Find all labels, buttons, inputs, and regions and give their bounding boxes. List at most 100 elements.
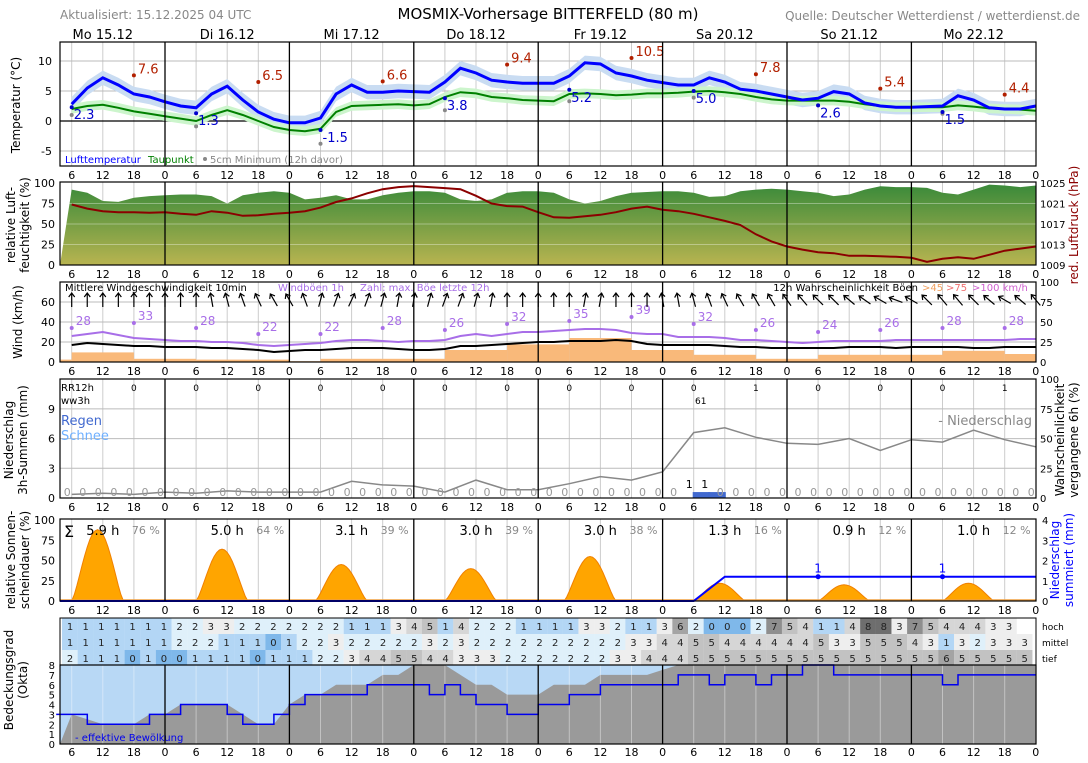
hour-tick-label: 0 bbox=[1032, 365, 1039, 378]
cloud-cell-value: 2 bbox=[442, 638, 448, 649]
wind-direction-arrow-icon bbox=[333, 292, 341, 307]
cloud-cell bbox=[296, 634, 313, 650]
axis-title: relative Sonnen- bbox=[4, 511, 18, 610]
cloud-cell-value: 3 bbox=[458, 638, 464, 649]
cloud-cell-value: 4 bbox=[755, 638, 761, 649]
precip-3h-value: 0 bbox=[717, 486, 724, 499]
wind-direction-arrow-icon bbox=[858, 295, 871, 305]
wind-direction-arrow-icon bbox=[582, 292, 589, 307]
cloud-cell-value: 1 bbox=[145, 622, 151, 633]
y-tick-label: 75 bbox=[41, 534, 55, 547]
hour-tick-label: 12 bbox=[718, 746, 732, 759]
cloud-cell bbox=[562, 650, 579, 666]
min-temp-marker bbox=[318, 128, 323, 132]
hour-tick-label: 6 bbox=[815, 169, 822, 182]
cloud-cell-value: 3 bbox=[928, 638, 934, 649]
cloud-cell bbox=[719, 650, 736, 666]
max-gust-label: 26 bbox=[449, 316, 464, 330]
hour-tick-label: 6 bbox=[317, 746, 324, 759]
cloud-cell-value: 2 bbox=[755, 622, 761, 633]
y-tick-label: 10 bbox=[38, 55, 52, 68]
arrow-path bbox=[364, 292, 372, 307]
cloud-cell-value: 1 bbox=[129, 638, 135, 649]
cloud-cell-value: 3 bbox=[896, 622, 902, 633]
hour-tick-label: 6 bbox=[193, 169, 200, 182]
arrow-path bbox=[83, 292, 91, 307]
max-gust-label: 28 bbox=[76, 314, 91, 328]
cloud-cell-value: 4 bbox=[662, 654, 668, 665]
max-temp-label: 7.6 bbox=[138, 62, 159, 77]
arrow-path bbox=[952, 293, 964, 306]
precip-3h-value: 0 bbox=[95, 486, 102, 499]
cloud-cell-value: 2 bbox=[176, 622, 182, 633]
cloud-cell bbox=[688, 618, 704, 634]
cloud-cell bbox=[406, 618, 423, 634]
hour-tick-label: 18 bbox=[127, 169, 141, 182]
cloud-cell bbox=[531, 618, 548, 634]
cloud-cell-value: 5 bbox=[912, 654, 918, 665]
cloud-cell bbox=[766, 618, 783, 634]
max-gust-label: 39 bbox=[636, 303, 651, 317]
legend-max-gust: Zahl: max. Böe letzte 12h bbox=[360, 283, 490, 294]
hour-tick-label: 0 bbox=[286, 501, 293, 514]
cloud-cell-value: 5 bbox=[708, 654, 714, 665]
cloud-cell-value: 2 bbox=[286, 622, 292, 633]
cloud-cell bbox=[421, 634, 438, 650]
cloud-cell bbox=[234, 650, 250, 666]
hour-tick-label: 6 bbox=[68, 501, 75, 514]
arrow-path bbox=[68, 292, 76, 307]
cloud-cell-value: 1 bbox=[818, 622, 824, 633]
cloud-cell-value: 4 bbox=[849, 622, 855, 633]
cloud-cell bbox=[296, 618, 313, 634]
cloud-frame bbox=[59, 617, 1037, 745]
cloud-cell bbox=[202, 650, 219, 666]
cloud-cell-value: 1 bbox=[114, 654, 120, 665]
cloud-cell-value: 3 bbox=[990, 638, 996, 649]
rr12h-value: 0 bbox=[629, 384, 635, 394]
hour-tick-label: 6 bbox=[317, 604, 324, 617]
max-gust-marker bbox=[567, 319, 572, 323]
hour-tick-label: 0 bbox=[162, 169, 169, 182]
cloud-cell bbox=[625, 634, 642, 650]
hour-tick-label: 6 bbox=[193, 604, 200, 617]
precip-3h-value: 0 bbox=[981, 486, 988, 499]
arrow-path bbox=[395, 292, 403, 307]
hour-tick-label: 6 bbox=[441, 365, 448, 378]
hour-tick-label: 12 bbox=[469, 169, 483, 182]
cloud-cell bbox=[781, 634, 798, 650]
hour-tick-label: 18 bbox=[873, 604, 887, 617]
cloud-cell bbox=[954, 634, 970, 650]
precip-3h-value: 0 bbox=[997, 486, 1004, 499]
cloud-cell-value: 2 bbox=[489, 638, 495, 649]
precip-3h-value: 0 bbox=[592, 486, 599, 499]
hour-tick-label: 18 bbox=[625, 746, 639, 759]
cloud-cell bbox=[406, 650, 423, 666]
cloud-cell-value: 4 bbox=[380, 654, 386, 665]
wind-direction-arrow-icon bbox=[130, 292, 138, 307]
cloud-cell-value: 5 bbox=[395, 654, 401, 665]
hour-tick-label: 0 bbox=[410, 268, 417, 281]
cloud-cell bbox=[453, 634, 470, 650]
ww3h-value: 61 bbox=[695, 397, 706, 407]
max-gust-marker bbox=[816, 330, 821, 334]
hour-tick-label: 12 bbox=[345, 169, 359, 182]
rr12h-value: 0 bbox=[691, 384, 697, 394]
daily-sunshine-hours: 1.0 h bbox=[957, 524, 990, 539]
cloud-cell bbox=[421, 618, 438, 634]
cloud-cell-value: 1 bbox=[145, 654, 151, 665]
y-tick-label: 6 bbox=[48, 433, 55, 446]
precip-3h-value: 0 bbox=[421, 486, 428, 499]
precip-3h-value: 0 bbox=[810, 486, 817, 499]
cloud-cell bbox=[62, 650, 78, 666]
cloud-cell-value: 2 bbox=[364, 638, 370, 649]
cloud-cell bbox=[719, 634, 736, 650]
cloud-cell-value: 2 bbox=[380, 638, 386, 649]
hour-tick-label: 18 bbox=[251, 268, 265, 281]
hour-tick-label: 12 bbox=[718, 365, 732, 378]
hour-tick-label: 12 bbox=[967, 501, 981, 514]
cloud-cell bbox=[672, 650, 689, 666]
precip-3h-value: 0 bbox=[126, 486, 133, 499]
min-temp-label: 5.0 bbox=[696, 92, 717, 107]
precip-3h-value: 0 bbox=[499, 486, 506, 499]
hour-tick-label: 0 bbox=[410, 746, 417, 759]
